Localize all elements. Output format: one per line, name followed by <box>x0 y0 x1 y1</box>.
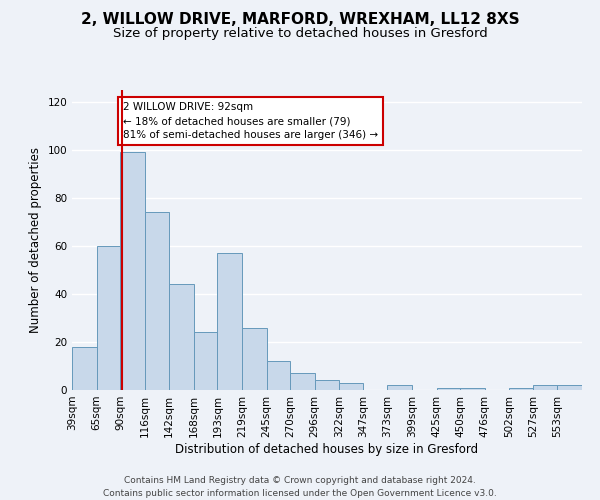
Bar <box>169 284 194 390</box>
Bar <box>242 328 266 390</box>
Bar <box>120 152 145 390</box>
Bar <box>194 332 217 390</box>
Text: 2 WILLOW DRIVE: 92sqm
← 18% of detached houses are smaller (79)
81% of semi-deta: 2 WILLOW DRIVE: 92sqm ← 18% of detached … <box>123 102 378 140</box>
Bar <box>339 383 363 390</box>
Bar <box>145 212 169 390</box>
Bar <box>97 246 120 390</box>
Bar <box>509 388 533 390</box>
Bar <box>437 388 460 390</box>
Bar <box>266 361 290 390</box>
Text: Contains HM Land Registry data © Crown copyright and database right 2024.
Contai: Contains HM Land Registry data © Crown c… <box>103 476 497 498</box>
Bar <box>217 253 242 390</box>
Bar <box>290 373 315 390</box>
Bar <box>460 388 485 390</box>
Bar <box>315 380 339 390</box>
Text: 2, WILLOW DRIVE, MARFORD, WREXHAM, LL12 8XS: 2, WILLOW DRIVE, MARFORD, WREXHAM, LL12 … <box>80 12 520 28</box>
Text: Size of property relative to detached houses in Gresford: Size of property relative to detached ho… <box>113 28 487 40</box>
Bar <box>533 385 557 390</box>
Bar <box>557 385 582 390</box>
X-axis label: Distribution of detached houses by size in Gresford: Distribution of detached houses by size … <box>175 442 479 456</box>
Bar <box>388 385 412 390</box>
Bar <box>72 347 97 390</box>
Y-axis label: Number of detached properties: Number of detached properties <box>29 147 42 333</box>
